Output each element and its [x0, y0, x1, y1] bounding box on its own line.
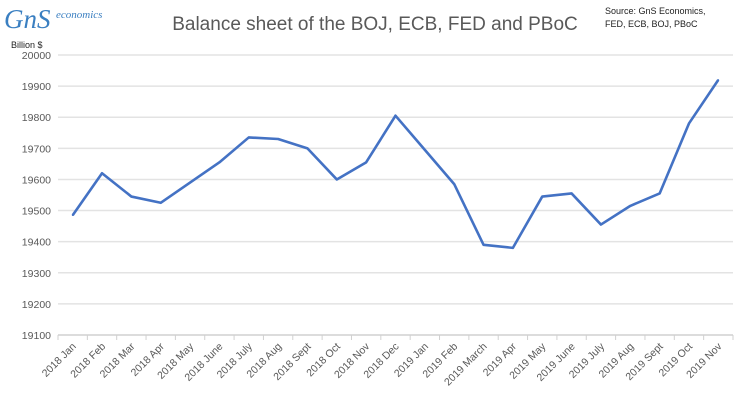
source-note: Source: GnS Economics, FED, ECB, BOJ, PB…: [605, 6, 706, 29]
data-point: [189, 181, 191, 184]
data-points: [71, 79, 720, 249]
data-point: [570, 192, 573, 195]
data-point: [71, 214, 74, 217]
y-tick-label: 19600: [22, 174, 51, 186]
data-point: [453, 183, 455, 185]
gns-economics-logo: GnS economics: [4, 4, 102, 34]
y-tick-label: 20000: [22, 50, 51, 62]
data-point: [482, 243, 485, 246]
data-point: [306, 147, 309, 150]
data-point: [688, 122, 690, 125]
chart-title: Balance sheet of the BOJ, ECB, FED and P…: [172, 14, 578, 35]
data-point: [658, 192, 661, 195]
y-tick-label: 19300: [22, 268, 51, 280]
data-point: [101, 172, 103, 175]
data-point: [130, 195, 133, 198]
data-point: [541, 195, 544, 198]
y-tick-label: 19800: [22, 112, 51, 124]
y-ticks: 19100 19200 19300 19400 19500 19600 19700 19800…: [22, 50, 51, 342]
data-point: [247, 136, 250, 139]
y-tick-label: 19500: [22, 206, 51, 218]
logo-mark: GnS: [4, 4, 51, 34]
y-tick-label: 19400: [22, 237, 51, 249]
series-line: [71, 79, 720, 250]
gridlines: [58, 54, 733, 336]
logo-subtext: economics: [56, 9, 102, 21]
y-tick-label: 19200: [22, 299, 51, 311]
data-point: [336, 178, 338, 181]
data-point: [512, 247, 514, 249]
data-point: [629, 205, 632, 207]
data-point: [424, 149, 426, 151]
data-point: [218, 161, 221, 164]
data-point: [365, 161, 367, 164]
data-point: [717, 79, 720, 81]
y-tick-label: 19100: [22, 330, 51, 342]
y-tick-label: 19700: [22, 143, 51, 155]
data-point: [159, 201, 162, 204]
data-point: [600, 223, 602, 226]
y-tick-label: 19900: [22, 81, 51, 93]
y-axis-label: Billion $: [11, 40, 43, 50]
data-point: [277, 138, 279, 140]
data-point: [394, 114, 397, 117]
